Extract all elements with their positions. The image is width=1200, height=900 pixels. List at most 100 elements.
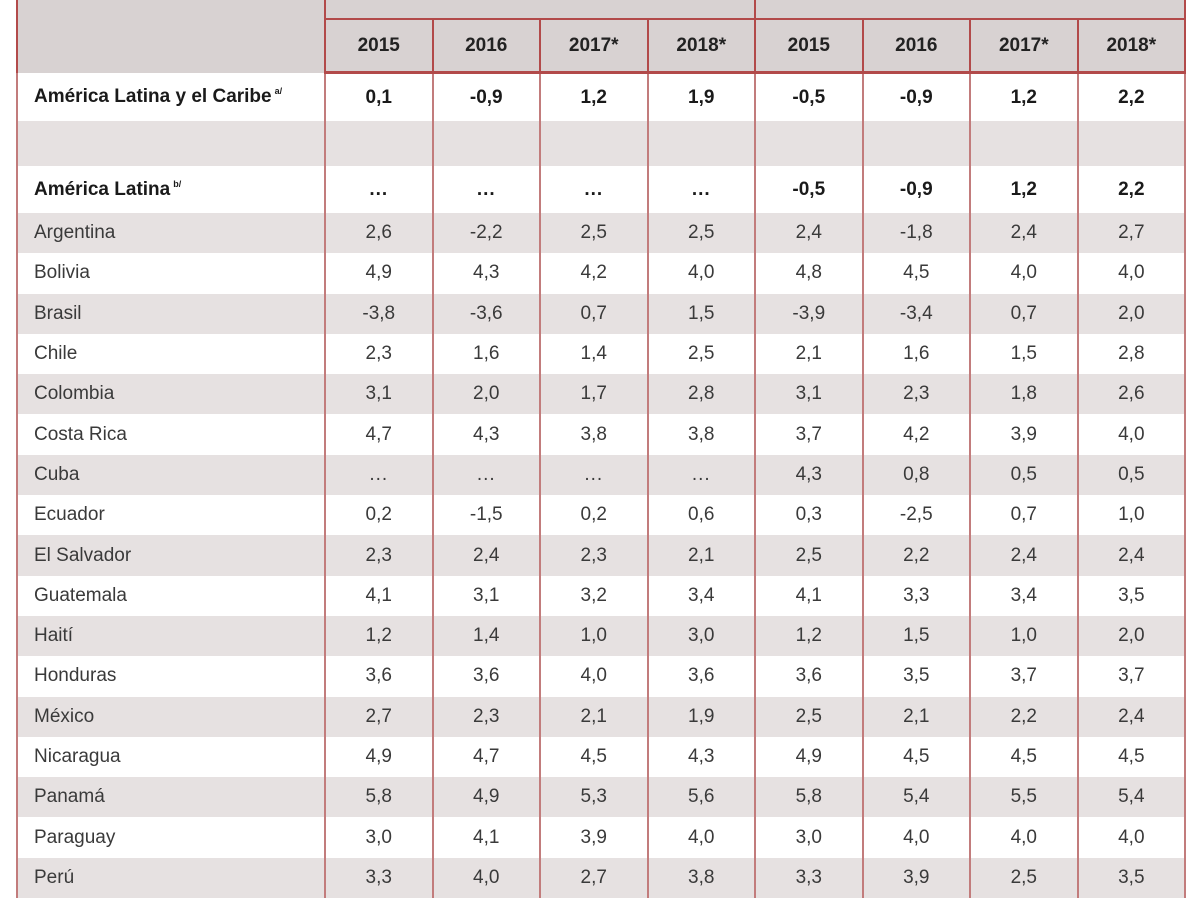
table-row: Argentina 2,6 -2,2 2,5 2,5 2,4 -1,8 2,4 2,7: [16, 213, 1187, 254]
value-cell: 3,0: [754, 817, 864, 858]
value-cell: 0,7: [969, 495, 1079, 536]
value-cell: 3,5: [1076, 857, 1187, 899]
value-cell: [539, 121, 649, 166]
value-cell: 4,1: [324, 575, 434, 616]
value-cell: -0,9: [861, 72, 972, 121]
value-cell: 4,5: [861, 253, 972, 294]
row-label-cell: Haití: [16, 615, 326, 657]
row-label-cell: Honduras: [16, 656, 326, 697]
value-cell: 4,3: [431, 253, 541, 294]
value-cell: 4,3: [754, 454, 864, 496]
row-label: Guatemala: [34, 584, 127, 606]
value-cell: 3,1: [431, 575, 541, 616]
group-header-fmi: FMI: [323, 0, 757, 20]
value-cell: 1,2: [539, 72, 649, 121]
table-row: Nicaragua 4,9 4,7 4,5 4,3 4,9 4,5 4,5 4,5: [16, 736, 1187, 778]
row-label-cell: Bolivia: [16, 253, 326, 294]
row-label: Honduras: [34, 665, 117, 687]
year-header-cell: 2015: [754, 19, 864, 74]
value-cell: ...: [539, 454, 649, 496]
value-cell: 2,3: [431, 696, 541, 737]
value-cell: 2,3: [324, 535, 434, 576]
value-cell: 2,4: [754, 213, 864, 254]
value-cell: -0,9: [861, 166, 972, 213]
value-cell: 2,3: [861, 374, 972, 415]
value-cell: 2,2: [1076, 166, 1187, 213]
value-cell: 3,5: [1076, 575, 1187, 616]
value-cell: 2,0: [1076, 293, 1187, 334]
row-label: Haití: [34, 625, 74, 647]
table-row: Bolivia 4,9 4,3 4,2 4,0 4,8 4,5 4,0 4,0: [16, 253, 1187, 294]
row-label: Perú: [34, 866, 75, 888]
value-cell: 4,2: [861, 414, 972, 455]
value-cell: 3,8: [646, 414, 757, 455]
value-cell: 1,0: [969, 615, 1079, 657]
value-cell: 4,1: [754, 575, 864, 616]
row-label-cell: Costa Rica: [16, 414, 326, 455]
spacer-row: [16, 121, 1187, 166]
value-cell: 0,7: [969, 293, 1079, 334]
year-header-cell: 2015: [324, 19, 434, 74]
value-cell: ...: [431, 454, 541, 496]
value-cell: 4,0: [1076, 253, 1187, 294]
value-cell: 4,9: [431, 777, 541, 818]
value-cell: 1,5: [646, 293, 757, 334]
value-cell: 0,5: [969, 454, 1079, 496]
row-label-cell: Cuba: [16, 454, 326, 496]
value-cell: 5,4: [1076, 777, 1187, 818]
table-row: Brasil -3,8 -3,6 0,7 1,5 -3,9 -3,4 0,7 2,0: [16, 293, 1187, 334]
group-header-cepal: CEPAL: [754, 0, 1187, 20]
value-cell: 3,9: [861, 857, 972, 899]
value-cell: 0,2: [539, 495, 649, 536]
table-row: Chile 2,3 1,6 1,4 2,5 2,1 1,6 1,5 2,8: [16, 333, 1187, 375]
year-header-cell: 2017*: [539, 19, 649, 74]
value-cell: 0,8: [861, 454, 972, 496]
value-cell: -1,5: [431, 495, 541, 536]
value-cell: 0,6: [646, 495, 757, 536]
value-cell: 3,4: [969, 575, 1079, 616]
value-cell: -2,5: [861, 495, 972, 536]
year-header-cell: 2018*: [1076, 19, 1187, 74]
value-cell: -0,9: [431, 72, 541, 121]
value-cell: [431, 121, 541, 166]
row-label: Colombia: [34, 383, 115, 405]
value-cell: 4,1: [431, 817, 541, 858]
value-cell: 3,2: [539, 575, 649, 616]
row-label: Bolivia: [34, 262, 90, 284]
row-label-cell: América Latina b/: [16, 166, 326, 213]
row-label-cell: Colombia: [16, 374, 326, 415]
value-cell: 1,2: [324, 615, 434, 657]
value-cell: 1,7: [539, 374, 649, 415]
value-cell: 2,7: [324, 696, 434, 737]
value-cell: 2,4: [1076, 696, 1187, 737]
value-cell: 1,2: [969, 72, 1079, 121]
value-cell: [324, 121, 434, 166]
value-cell: 0,2: [324, 495, 434, 536]
header-group-row: FMI CEPAL: [16, 0, 1187, 73]
row-label: Chile: [34, 343, 78, 365]
row-label-cell: Panamá: [16, 777, 326, 818]
value-cell: 1,2: [754, 615, 864, 657]
value-cell: 2,5: [646, 213, 757, 254]
year-header-cell: 2017*: [969, 19, 1079, 74]
value-cell: 3,6: [431, 656, 541, 697]
value-cell: 0,1: [324, 72, 434, 121]
value-cell: 0,5: [1076, 454, 1187, 496]
value-cell: -2,2: [431, 213, 541, 254]
row-label: América Latina y el Caribe: [34, 85, 272, 107]
value-cell: 4,0: [1076, 414, 1187, 455]
row-label: Costa Rica: [34, 423, 127, 445]
header-corner-cell: [16, 0, 326, 73]
value-cell: 3,1: [754, 374, 864, 415]
value-cell: 2,5: [539, 213, 649, 254]
footnote-marker: a/: [274, 86, 283, 97]
value-cell: 3,5: [861, 656, 972, 697]
value-cell: 1,2: [969, 166, 1079, 213]
value-cell: 4,0: [646, 817, 757, 858]
value-cell: ...: [324, 166, 434, 213]
value-cell: 3,6: [646, 656, 757, 697]
value-cell: 2,8: [646, 374, 757, 415]
value-cell: 2,0: [1076, 615, 1187, 657]
value-cell: [861, 121, 972, 166]
